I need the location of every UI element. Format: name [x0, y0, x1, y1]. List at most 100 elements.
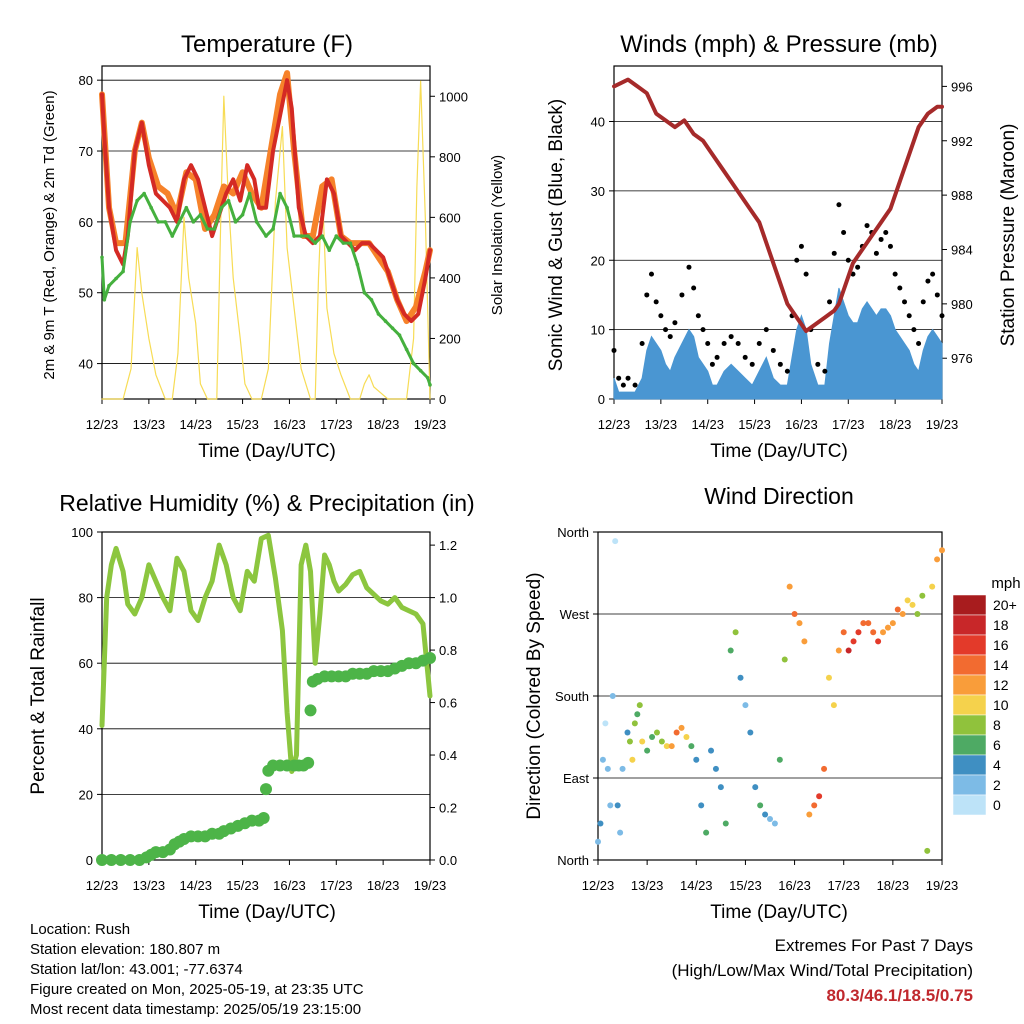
colorbar-swatch — [952, 634, 987, 656]
winds-xlabel: Time (Day/UTC) — [710, 441, 848, 462]
gust-point — [906, 313, 912, 319]
gust-point — [721, 341, 727, 346]
temperature-panel: Temperature (F) Time (Day/UTC) 2m & 9m T… — [41, 31, 506, 462]
recent-data-text: Most recent data timestamp: 2025/05/19 2… — [30, 1001, 362, 1018]
x-tick-label: 17/23 — [827, 878, 860, 893]
gust-point — [679, 292, 685, 298]
direction-point — [727, 647, 734, 654]
y-tick-label: 0 — [86, 853, 93, 868]
x-tick-label: 17/23 — [832, 417, 865, 432]
y-tick-label: 10 — [591, 323, 605, 338]
dewpoint-point — [212, 227, 217, 231]
direction-point — [806, 811, 813, 818]
x-tick-label: 14/23 — [680, 878, 713, 893]
colorbar-swatch — [952, 694, 987, 716]
gust-point — [897, 285, 903, 291]
gust-point — [686, 264, 692, 270]
dewpoint-point — [177, 220, 182, 224]
x-tick-label: 16/23 — [273, 417, 306, 432]
x-tick-label: 14/23 — [691, 417, 724, 432]
direction-point — [830, 702, 837, 709]
y-tick-label: 80 — [79, 591, 93, 606]
colorbar-swatch — [952, 714, 987, 736]
colorbar-tick-label: 16 — [993, 637, 1009, 653]
colorbar-label: mph — [991, 575, 1020, 592]
y-right-tick-label: 992 — [951, 134, 973, 149]
dewpoint-point — [128, 220, 132, 224]
direction-point — [673, 729, 680, 736]
x-tick-label: 16/23 — [785, 417, 818, 432]
gust-point — [925, 278, 931, 284]
dewpoint-point — [240, 212, 245, 217]
direction-point — [909, 601, 916, 608]
dewpoint-point — [425, 375, 430, 380]
direction-point — [786, 583, 793, 590]
dewpoint-point — [184, 205, 189, 210]
gust-point — [632, 382, 638, 388]
gust-point — [841, 230, 847, 235]
dewpoint-point — [191, 220, 196, 224]
y-right-tick-label: 0.0 — [439, 853, 457, 868]
gust-point — [691, 285, 697, 291]
gust-point — [798, 243, 804, 249]
direction-point — [698, 802, 705, 809]
extremes-title: Extremes For Past 7 Days — [774, 936, 973, 955]
temperature-ylabel-right: Solar Insolation (Yellow) — [489, 155, 506, 315]
dewpoint-point — [278, 191, 282, 196]
dewpoint-point — [299, 234, 303, 238]
direction-point — [683, 734, 690, 740]
precip-point — [302, 756, 315, 769]
direction-point — [781, 656, 788, 663]
colorbar-swatch — [952, 794, 987, 816]
dewpoint-point — [163, 220, 168, 224]
y-tick-label: 40 — [79, 722, 93, 737]
y-tick-label: 20 — [79, 787, 93, 802]
winds-pressure-panel: Winds (mph) & Pressure (mb) Time (Day/UT… — [546, 31, 1019, 462]
x-tick-label: 13/23 — [133, 417, 166, 432]
relative-humidity-line — [99, 532, 433, 774]
y-right-tick-label: 0.4 — [439, 748, 457, 763]
dewpoint-point — [198, 212, 203, 217]
extremes-block: Extremes For Past 7 Days (High/Low/Max W… — [672, 933, 973, 1008]
dewpoint-point — [362, 290, 367, 295]
gust-point — [777, 361, 783, 367]
direction-point — [609, 693, 616, 699]
direction-point — [796, 620, 803, 627]
colorbar-swatch — [952, 774, 987, 796]
direction-point — [602, 720, 609, 727]
gust-point — [658, 313, 664, 319]
gust-point — [644, 292, 650, 298]
x-tick-label: 18/23 — [367, 878, 400, 893]
x-tick-label: 12/23 — [86, 878, 119, 893]
dewpoint-point — [285, 205, 289, 210]
y-right-tick-label: 988 — [951, 188, 973, 203]
y-right-tick-label: 600 — [439, 210, 461, 225]
dewpoint-point — [271, 227, 275, 231]
y-tick-label: 80 — [79, 73, 93, 88]
direction-ylabel: Direction (Colored By Speed) — [524, 572, 545, 819]
gust-point — [695, 313, 701, 319]
solar-insolation-line — [101, 80, 431, 400]
gust-point — [850, 271, 856, 277]
station-pressure-line — [612, 77, 944, 334]
gust-point — [920, 299, 926, 305]
direction-point — [693, 756, 700, 763]
dewpoint-point — [376, 312, 381, 316]
direction-point — [747, 729, 754, 736]
dewpoint-point — [170, 234, 175, 238]
gust-point — [749, 361, 755, 367]
x-tick-label: 12/23 — [86, 417, 119, 432]
y-right-tick-label: 400 — [439, 271, 461, 286]
direction-point — [889, 620, 896, 627]
gust-point — [883, 230, 889, 235]
dewpoint-point — [264, 234, 268, 238]
direction-point — [880, 629, 887, 636]
direction-point — [884, 624, 891, 631]
direction-point — [631, 720, 638, 727]
x-tick-label: 14/23 — [179, 417, 212, 432]
direction-point — [825, 674, 832, 681]
gust-point — [705, 341, 711, 346]
y-tick-label: 40 — [591, 115, 605, 130]
dewpoint-point — [142, 191, 146, 196]
temp-2m-line — [100, 78, 432, 324]
